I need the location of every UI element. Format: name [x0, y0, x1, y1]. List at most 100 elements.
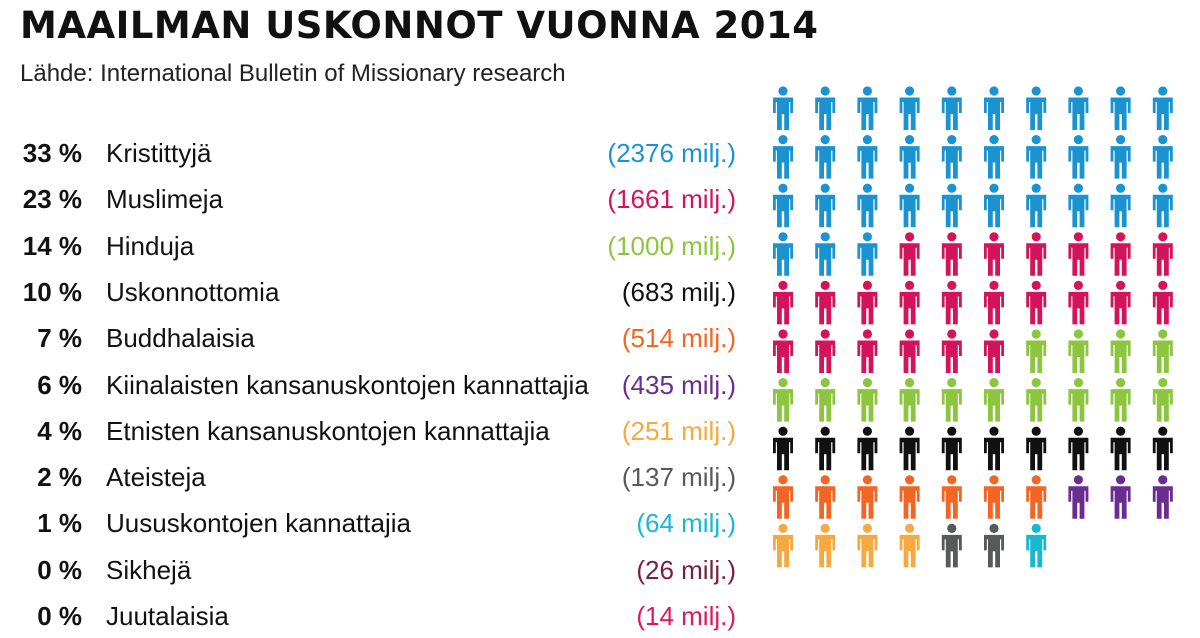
- person-icon: [815, 183, 836, 228]
- person-icon: [857, 280, 878, 325]
- person-icon: [815, 329, 836, 373]
- row-count: (683 milj.): [621, 276, 736, 307]
- chart-title: MAAILMAN USKONNOT VUONNA 2014: [20, 4, 819, 47]
- dot-leader: [217, 131, 612, 175]
- person-icon: [1026, 329, 1047, 373]
- person-icon: [899, 280, 920, 325]
- person-icon: [773, 426, 793, 471]
- row-count: (2376 milj.): [607, 138, 736, 168]
- person-icon: [899, 135, 920, 179]
- table-row: 10 % Uskonnottomia (683 milj.): [0, 269, 760, 314]
- person-icon: [1110, 86, 1131, 130]
- table-row: 4 % Etnisten kansanuskontojen kannattajia…: [0, 408, 760, 453]
- person-icon: [1110, 475, 1131, 519]
- dot-leader: [555, 408, 612, 453]
- person-icon: [773, 183, 793, 228]
- person-icon: [941, 232, 962, 276]
- row-count: (251 milj.): [621, 415, 736, 446]
- row-label-wrap: Kiinalaisten kansanuskontojen kannattaji…: [106, 362, 612, 407]
- row-percent: 10 %: [22, 276, 82, 307]
- row-percent: 0 %: [37, 601, 82, 631]
- person-icon: [1110, 426, 1131, 471]
- person-icon: [899, 475, 920, 519]
- person-icon: [1026, 378, 1047, 422]
- row-percent: 0 %: [37, 554, 82, 585]
- person-icon: [815, 523, 836, 568]
- row-label-wrap: Hinduja: [106, 223, 612, 268]
- person-icon: [1068, 426, 1089, 471]
- row-label: Uskonnottomia: [106, 276, 280, 307]
- row-count: (137 milj.): [621, 462, 736, 493]
- person-icon: [1026, 280, 1047, 325]
- row-count: (64 milj.): [636, 508, 736, 539]
- dot-leader: [260, 316, 612, 361]
- person-icon: [857, 426, 878, 471]
- person-icon: [1068, 183, 1089, 228]
- person-icon: [857, 329, 878, 373]
- person-icon: [857, 475, 878, 519]
- row-label: Kiinalaisten kansanuskontojen kannattaji…: [106, 369, 589, 400]
- dot-leader: [200, 223, 612, 268]
- person-icon: [1026, 232, 1047, 276]
- row-label-wrap: Buddhalaisia: [106, 316, 612, 361]
- person-icon: [857, 86, 878, 130]
- person-icon: [773, 378, 793, 422]
- person-icon: [984, 378, 1004, 422]
- person-icon: [1152, 426, 1173, 471]
- person-icon: [984, 329, 1004, 373]
- dot-leader: [416, 501, 612, 546]
- person-icon: [899, 378, 920, 422]
- person-icon: [941, 329, 962, 373]
- dot-leader: [234, 594, 612, 638]
- person-icon: [773, 523, 793, 568]
- person-icon: [941, 86, 962, 130]
- table-row: 7 % Buddhalaisia (514 milj.): [0, 316, 760, 361]
- table-row: 6 % Kiinalaisten kansanuskontojen kannatt…: [0, 362, 760, 407]
- person-icon: [773, 86, 793, 130]
- person-icon: [984, 232, 1004, 276]
- row-label: Kristittyjä: [106, 138, 212, 168]
- person-icon: [857, 523, 878, 568]
- person-icon: [1152, 475, 1173, 519]
- chart-source: Lähde: International Bulletin of Mission…: [20, 60, 566, 87]
- person-icon: [857, 183, 878, 228]
- dot-leader: [285, 269, 612, 314]
- row-label: Sikhejä: [106, 554, 192, 585]
- person-icon: [899, 183, 920, 228]
- person-icon: [815, 426, 836, 471]
- person-icon: [941, 135, 962, 179]
- row-label-wrap: Ateisteja: [106, 455, 612, 500]
- table-row: 23 % Muslimeja (1661 milj.): [0, 177, 760, 222]
- person-icon: [857, 135, 878, 179]
- person-icon: [773, 280, 793, 325]
- person-icon: [899, 426, 920, 471]
- person-icon: [984, 183, 1004, 228]
- person-icon: [941, 280, 962, 325]
- person-icon: [941, 523, 962, 568]
- person-icon: [941, 378, 962, 422]
- person-icon: [899, 232, 920, 276]
- person-icon: [1110, 329, 1131, 373]
- person-icon: [1110, 135, 1131, 179]
- person-icon: [984, 523, 1004, 568]
- person-icon: [1152, 232, 1173, 276]
- row-percent: 33 %: [22, 138, 82, 168]
- person-icon: [773, 475, 793, 519]
- row-count: (14 milj.): [636, 601, 736, 631]
- dot-leader: [229, 177, 612, 222]
- person-icon: [1110, 232, 1131, 276]
- person-icon: [857, 232, 878, 276]
- pictogram-grid: [762, 86, 1192, 628]
- table-row: 33 % Kristittyjä (2376 milj.): [0, 131, 760, 175]
- person-icon: [773, 135, 793, 179]
- table-row: 2 % Ateisteja (137 milj.): [0, 455, 760, 500]
- person-icon: [984, 475, 1004, 519]
- row-label: Ateisteja: [106, 462, 206, 493]
- row-percent: 1 %: [37, 508, 82, 539]
- row-percent: 4 %: [37, 415, 82, 446]
- table-row: 1 % Uususkontojen kannattajia (64 milj.): [0, 501, 760, 546]
- person-icon: [984, 86, 1004, 130]
- row-label: Muslimeja: [106, 184, 224, 215]
- table-row: 14 % Hinduja (1000 milj.): [0, 223, 760, 268]
- row-label: Juutalaisia: [106, 601, 229, 631]
